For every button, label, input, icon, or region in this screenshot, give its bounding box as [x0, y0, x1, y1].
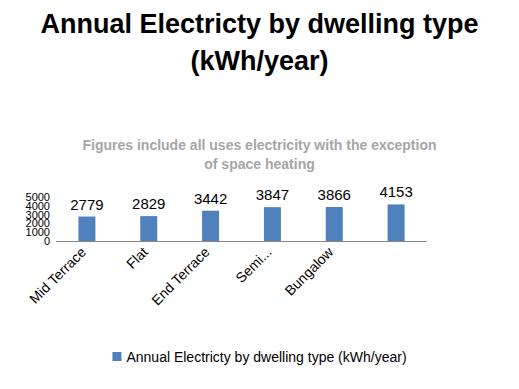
bar	[326, 207, 343, 241]
bar	[264, 207, 281, 241]
x-axis	[56, 241, 427, 242]
subtitle: Figures include all uses electricity wit…	[83, 137, 437, 172]
x-tick-label: Bungalow	[282, 243, 337, 298]
legend-label: Annual Electricty by dwelling type (kWh/…	[126, 349, 406, 365]
data-label: 3866	[318, 186, 351, 203]
x-tick-label: Mid Terrace	[26, 244, 89, 307]
legend-swatch	[112, 352, 121, 361]
x-tick-label: Flat	[123, 244, 151, 272]
subtitle-line: of space heating	[204, 156, 314, 172]
title: Annual Electricty by dwelling type (kWh/y…	[40, 9, 478, 76]
legend: Annual Electricty by dwelling type (kWh/…	[112, 349, 406, 365]
data-label: 2779	[70, 196, 103, 213]
data-label: 4153	[379, 183, 412, 200]
x-tick-label: Semi...	[232, 244, 274, 286]
subtitle-line: Figures include all uses electricity wit…	[83, 137, 437, 153]
bar	[202, 211, 219, 241]
bars	[78, 204, 404, 241]
data-label: 3442	[194, 190, 227, 207]
bar	[140, 216, 157, 241]
data-label: 2829	[132, 195, 165, 212]
chart: Annual Electricty by dwelling type (kWh/y…	[0, 0, 519, 389]
bar	[78, 217, 95, 241]
data-label: 3847	[256, 186, 289, 203]
y-tick-label: 5000	[26, 191, 50, 203]
title-line: (kWh/year)	[190, 46, 328, 76]
bar	[388, 204, 405, 241]
x-tick-label: End Terrace	[148, 244, 213, 309]
title-line: Annual Electricty by dwelling type	[40, 9, 478, 39]
